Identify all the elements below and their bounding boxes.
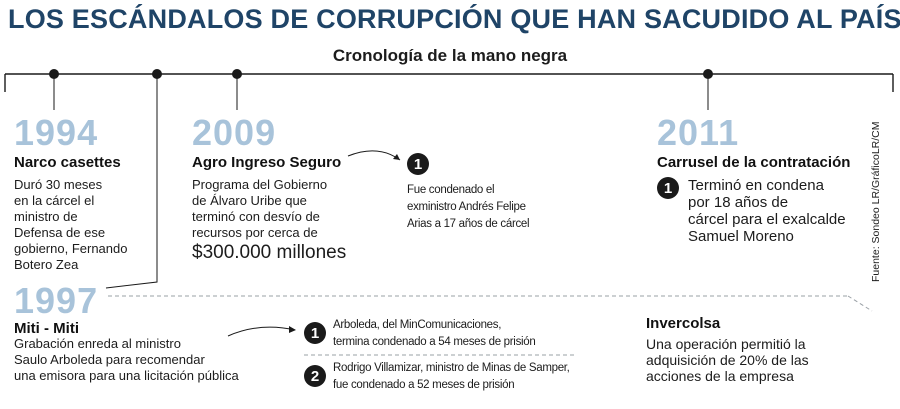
year-1994: 1994 xyxy=(14,112,99,153)
event-desc-2009: Programa del Gobierno de Álvaro Uribe qu… xyxy=(192,177,328,240)
subtitle: Cronología de la mano negra xyxy=(332,46,568,65)
event-desc-1997: Grabación enreda al ministro Saulo Arbol… xyxy=(14,336,239,383)
event-desc-2011: Terminó en condena por 18 años de cárcel… xyxy=(688,177,846,245)
year-2009: 2009 xyxy=(192,112,277,153)
year-1997: 1997 xyxy=(14,280,99,321)
stem-1997 xyxy=(105,74,158,289)
arrow-1997 xyxy=(227,326,296,337)
arrow-2009-head xyxy=(393,154,400,160)
amount-2009: $300.000 millones xyxy=(192,242,347,263)
event-desc-1994: Duró 30 meses en la cárcel el ministro d… xyxy=(14,177,128,272)
badge-1997-1: 1 xyxy=(304,322,326,344)
badge-1997-2: 2 xyxy=(304,365,326,387)
note-1997-1: Arboleda, del MinComunicaciones, termina… xyxy=(333,319,536,348)
source-credit: Fuente: Sondeo LR/GráficoLR/CM xyxy=(870,121,882,283)
event-title-invercolsa: Invercolsa xyxy=(646,315,721,332)
event-title-2011: Carrusel de la contratación xyxy=(657,154,851,171)
badge-2009: 1 xyxy=(407,153,429,175)
dashed-line-1997-end xyxy=(847,295,873,312)
event-title-2009: Agro Ingreso Seguro xyxy=(192,154,342,171)
note-1997-2: Rodrigo Villamizar, ministro de Minas de… xyxy=(333,362,570,391)
event-title-1994: Narco casettes xyxy=(14,154,121,171)
main-title: LOS ESCÁNDALOS DE CORRUPCIÓN QUE HAN SAC… xyxy=(8,4,900,34)
year-2011: 2011 xyxy=(657,112,740,153)
event-title-1997: Miti - Miti xyxy=(14,320,79,337)
event-desc-invercolsa: Una operación permitió la adquisición de… xyxy=(646,336,809,384)
badge-2011: 1 xyxy=(657,177,679,199)
arrow-1997-head xyxy=(289,326,296,333)
note-2009: Fue condenado el exministro Andrés Felip… xyxy=(407,184,530,230)
arrow-2009 xyxy=(347,150,401,161)
